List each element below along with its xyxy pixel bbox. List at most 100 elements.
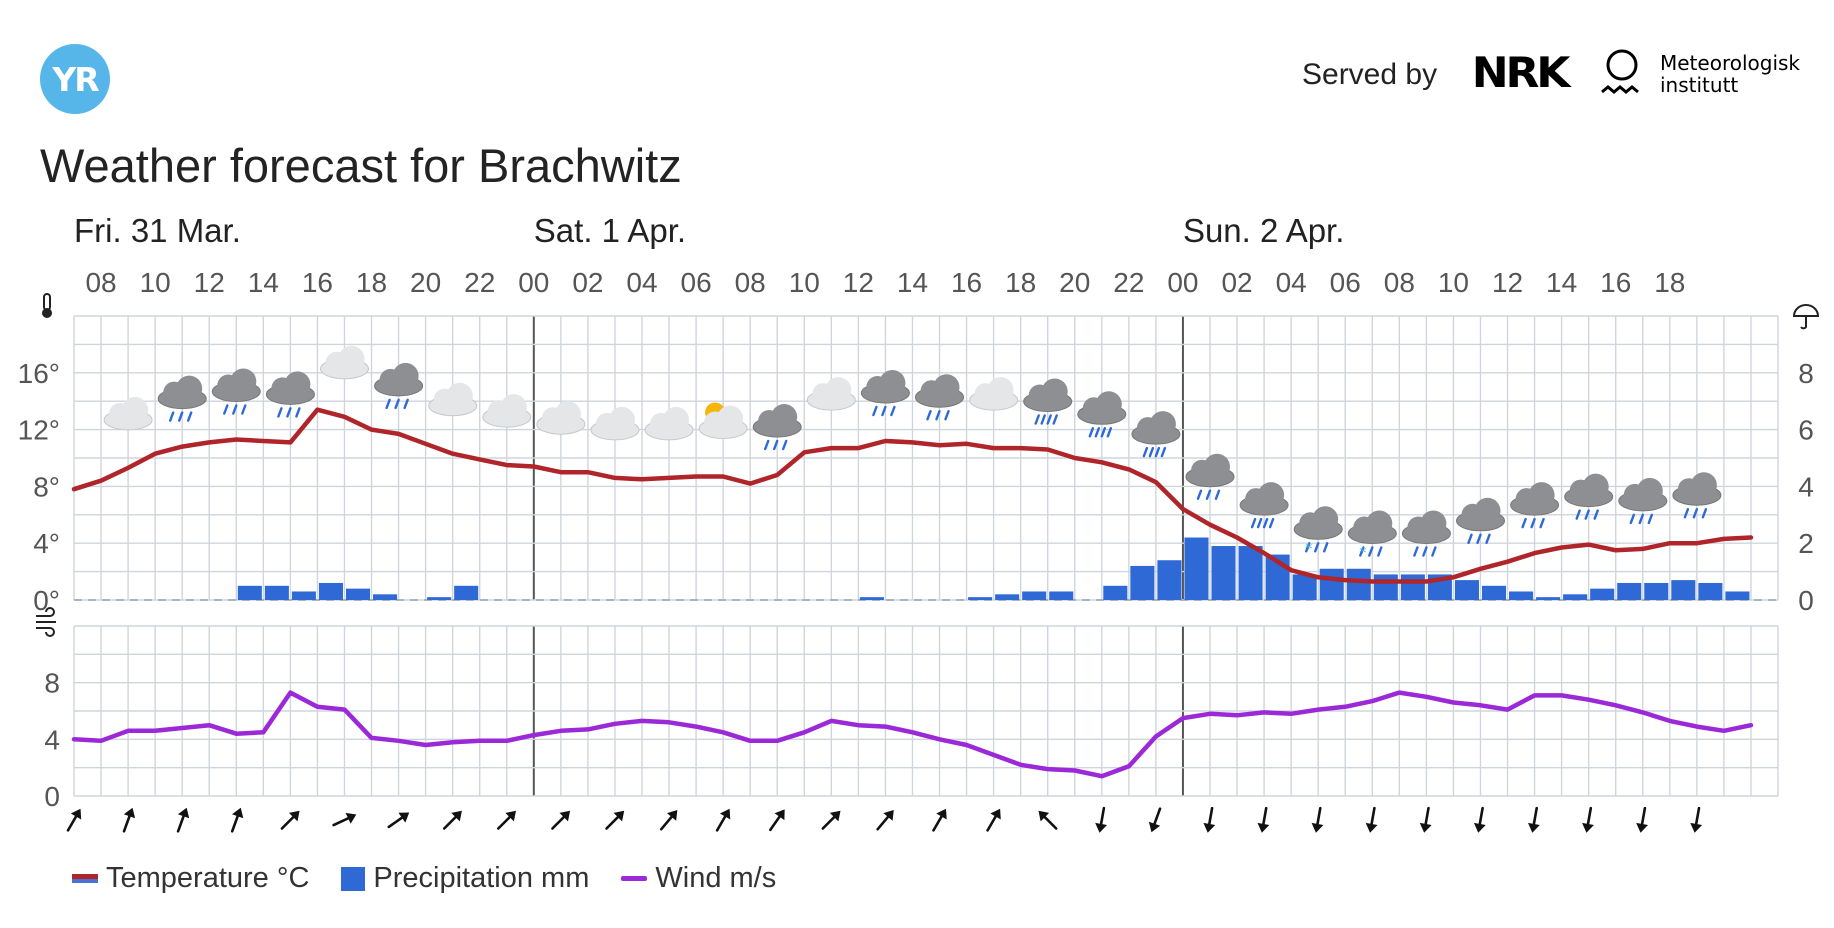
weather-icon-cloud-rain <box>374 362 424 410</box>
precip-bar <box>1319 568 1344 600</box>
wind-arrow <box>1203 806 1216 833</box>
wind-arrow <box>605 810 625 830</box>
weather-icon-cloud-rain <box>1456 497 1505 544</box>
weather-icon-cloud-rain <box>915 374 964 421</box>
precipitation-bars <box>237 537 1750 600</box>
page-title: Weather forecast for Brachwitz <box>40 139 682 192</box>
weather-icon-cloudy <box>320 345 369 380</box>
weather-icon-cloud-heavy-rain <box>1077 391 1127 438</box>
wind-y-tick: 4 <box>44 724 60 755</box>
wind-y-tick: 8 <box>44 668 60 699</box>
wind-line <box>71 690 1754 779</box>
wind-arrow <box>1473 806 1486 833</box>
day-label-1: Sat. 1 Apr. <box>534 212 686 249</box>
temp-y-tick: 4° <box>33 528 60 559</box>
wind-arrow <box>1365 806 1378 833</box>
precip-bar <box>454 585 479 600</box>
precip-bar <box>1049 591 1074 600</box>
precip-bar <box>1346 568 1371 600</box>
wind-arrow <box>66 808 82 832</box>
hour-label: 00 <box>1167 267 1198 298</box>
precip-bar <box>1590 588 1615 600</box>
chart-grid <box>73 315 1779 797</box>
precip-bar <box>1617 582 1642 600</box>
wind-direction-arrows <box>66 806 1703 833</box>
precip-y-tick: 6 <box>1798 415 1814 446</box>
precip-bar <box>237 585 262 600</box>
wind-series <box>71 690 1754 779</box>
wind-arrow <box>176 807 190 833</box>
hour-label: 12 <box>843 267 874 298</box>
precip-bar <box>1536 597 1561 600</box>
hour-label: 06 <box>1330 267 1361 298</box>
hour-label: 08 <box>85 267 116 298</box>
hour-label: 18 <box>356 267 387 298</box>
hour-label: 00 <box>518 267 549 298</box>
hour-label: 18 <box>1654 267 1685 298</box>
svg-text:*: * <box>1305 541 1312 557</box>
weather-icon-cloud-rain <box>1185 453 1235 500</box>
weather-icon-cloud-rain <box>1510 482 1560 529</box>
precip-bar <box>1238 546 1263 600</box>
wind-arrow <box>659 810 678 831</box>
wind-arrow <box>876 810 894 831</box>
weather-icon-cloud-heavy-rain <box>1023 378 1073 425</box>
precip-bar <box>1481 585 1507 600</box>
hour-label: 10 <box>789 267 820 298</box>
legend-wind-swatch <box>621 876 648 881</box>
legend-wind[interactable]: Wind m/s <box>621 862 776 895</box>
hour-label: 20 <box>410 267 441 298</box>
wind-arrow <box>1419 806 1432 833</box>
legend-precipitation-swatch <box>341 866 366 891</box>
met-logo-icon <box>1601 49 1639 94</box>
served-by-label: Served by <box>1302 58 1438 91</box>
precip-bar <box>1103 585 1128 600</box>
precip-bar <box>291 591 316 600</box>
temp-y-tick: 12° <box>18 415 60 446</box>
hour-label: 18 <box>1005 267 1036 298</box>
weather-icon-cloudy <box>536 401 586 435</box>
axis-labels: Fri. 31 Mar. Sat. 1 Apr. Sun. 2 Apr.08 10 12… <box>18 212 1820 812</box>
legend-temperature[interactable]: Temperature °C <box>72 862 309 895</box>
umbrella-icon <box>1792 304 1820 330</box>
weather-icon-cloud-rain <box>860 370 910 417</box>
precip-bar <box>859 597 884 600</box>
weather-icon-cloud-rain <box>211 368 261 415</box>
weather-icon-cloud-rain <box>752 404 802 451</box>
precip-y-tick: 4 <box>1798 471 1814 502</box>
precip-bar <box>1509 591 1534 600</box>
precip-bar <box>1373 574 1398 600</box>
wind-arrow <box>1257 806 1270 833</box>
hour-label: 16 <box>1600 267 1631 298</box>
weather-icon-cloudy <box>103 396 153 431</box>
hour-label: 14 <box>248 267 279 298</box>
chart-legend: Temperature °C Precipitation mm Wind m/s <box>72 862 808 895</box>
temperature-line <box>71 407 1754 584</box>
wind-arrow <box>1038 810 1058 830</box>
weather-icon-partly-cloudy <box>698 402 748 439</box>
wind-arrow <box>1636 806 1649 833</box>
legend-temperature-swatch <box>72 874 98 883</box>
hour-label: 16 <box>951 267 982 298</box>
met-line1: Meteorologisk <box>1660 51 1801 75</box>
met-line2: institutt <box>1660 73 1739 97</box>
wind-arrow <box>442 810 462 830</box>
weather-icon-cloudy <box>806 377 856 411</box>
legend-precipitation[interactable]: Precipitation mm <box>341 862 589 895</box>
hour-label: 14 <box>1546 267 1577 298</box>
weather-icon-cloudy <box>428 382 478 417</box>
hour-label: 02 <box>572 267 603 298</box>
weather-icon-cloud-rain <box>157 375 207 422</box>
wind-icon <box>36 607 56 637</box>
day-label-2: Sun. 2 Apr. <box>1183 212 1344 249</box>
hour-label: 02 <box>1221 267 1252 298</box>
weather-icon-cloudy <box>644 406 694 441</box>
hour-label: 04 <box>1276 267 1307 298</box>
wind-arrow <box>769 809 785 832</box>
precip-bar <box>1292 574 1317 600</box>
weather-icon-cloudy <box>969 377 1019 411</box>
temperature-series <box>71 407 1754 584</box>
precip-bar <box>1130 565 1155 600</box>
legend-wind-label: Wind m/s <box>655 862 777 894</box>
